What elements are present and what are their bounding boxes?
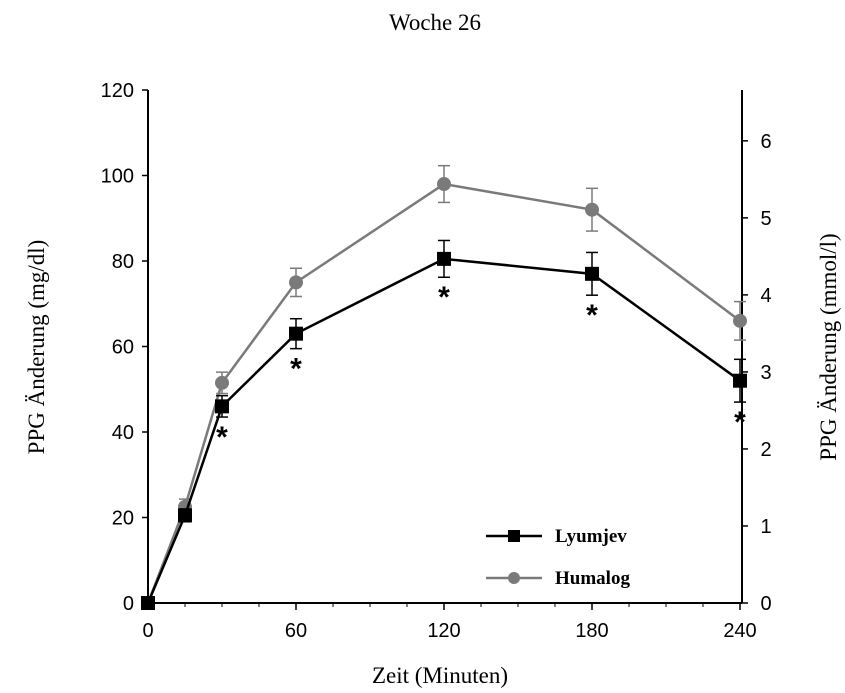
y2-tick-label: 2 bbox=[760, 439, 771, 461]
y2-tick-label: 4 bbox=[760, 285, 771, 307]
y-tick-label: 120 bbox=[101, 80, 134, 102]
legend-marker-humalog bbox=[508, 572, 520, 584]
series-layer bbox=[141, 164, 747, 610]
x-tick-label: 180 bbox=[575, 620, 608, 642]
data-point-humalog bbox=[215, 375, 229, 390]
y-tick-label: 40 bbox=[112, 422, 134, 444]
data-point-humalog bbox=[733, 313, 747, 328]
y2-tick-label: 0 bbox=[760, 593, 771, 615]
y2-tick-label: 1 bbox=[760, 516, 771, 538]
y-tick-label: 60 bbox=[112, 337, 134, 359]
significance-markers: * * * * * bbox=[216, 281, 746, 454]
data-point-lyumjev bbox=[437, 251, 451, 266]
y-tick-label: 0 bbox=[123, 593, 134, 615]
data-point-lyumjev bbox=[215, 399, 229, 414]
data-point-lyumjev bbox=[141, 596, 155, 610]
data-point-lyumjev bbox=[733, 373, 747, 388]
x-tick-label: 120 bbox=[427, 620, 460, 642]
series-lyumjev bbox=[141, 239, 747, 610]
x-tick-label: 60 bbox=[285, 620, 307, 642]
series-humalog bbox=[141, 164, 747, 610]
y2-tick-label: 3 bbox=[760, 362, 771, 384]
y2-axis-label: PPG Änderung (mmol/l) bbox=[816, 233, 841, 460]
significance-star: * bbox=[586, 299, 598, 332]
data-point-humalog bbox=[585, 202, 599, 217]
y-tick-label: 100 bbox=[101, 166, 134, 188]
legend-label-humalog: Humalog bbox=[555, 568, 630, 589]
x-axis-label: Zeit (Minuten) bbox=[372, 663, 508, 688]
significance-star: * bbox=[216, 421, 228, 454]
y-tick-label: 80 bbox=[112, 251, 134, 273]
x-tick-label: 240 bbox=[723, 620, 756, 642]
significance-star: * bbox=[438, 281, 450, 314]
data-point-lyumjev bbox=[289, 326, 303, 341]
data-point-lyumjev bbox=[178, 508, 192, 523]
y2-tick-label: 6 bbox=[760, 131, 771, 153]
legend: Lyumjev Humalog bbox=[486, 526, 630, 589]
data-point-humalog bbox=[289, 275, 303, 290]
legend-label-lyumjev: Lyumjev bbox=[555, 526, 627, 547]
y-tick-label: 20 bbox=[112, 508, 134, 530]
significance-star: * bbox=[734, 406, 746, 439]
data-point-humalog bbox=[437, 177, 451, 192]
y2-tick-label: 5 bbox=[760, 208, 771, 230]
x-tick-label: 0 bbox=[142, 620, 153, 642]
legend-marker-lyumjev bbox=[508, 530, 520, 542]
significance-star: * bbox=[290, 353, 302, 386]
chart-title: Woche 26 bbox=[389, 10, 481, 35]
data-point-lyumjev bbox=[585, 266, 599, 281]
y-axis-label: PPG Änderung (mg/dl) bbox=[24, 240, 49, 455]
